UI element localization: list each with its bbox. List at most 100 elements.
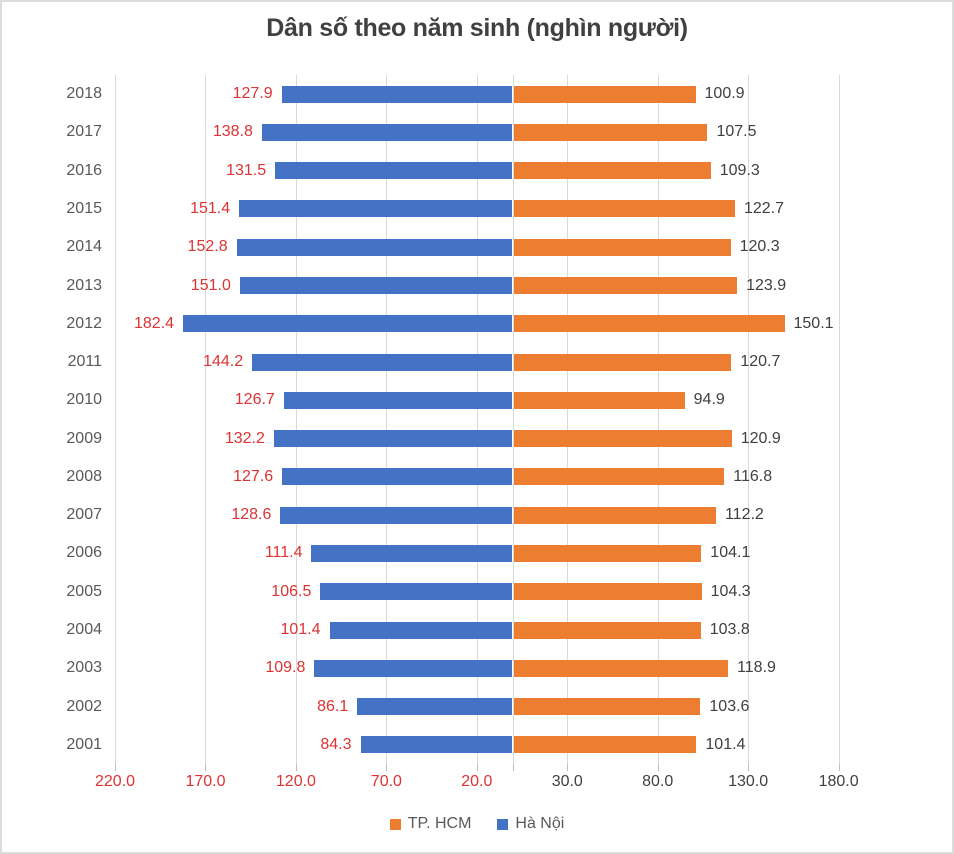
value-label-hanoi: 132.2 — [224, 429, 265, 447]
bar-hcm — [514, 238, 731, 256]
bar-row-2002: 2002 86.1 103.6 — [2, 687, 952, 725]
year-label: 2011 — [67, 353, 102, 371]
value-label-hcm: 104.1 — [710, 544, 751, 562]
legend-item-label: Hà Nội — [515, 815, 565, 832]
bar-hanoi — [275, 162, 512, 180]
bar-hanoi — [281, 85, 512, 103]
value-label-hcm: 103.8 — [709, 621, 750, 638]
bar-hcm — [514, 506, 716, 524]
value-label-hanoi: 182.4 — [134, 314, 175, 332]
value-label-hcm: 100.9 — [704, 85, 745, 103]
x-tick-label: 170.0 — [185, 773, 226, 790]
bar-hanoi — [282, 468, 512, 486]
bar-row-2017: 2017 138.8 107.5 — [2, 113, 952, 151]
year-label: 2012 — [66, 314, 102, 332]
legend: TP. HCM Hà Nội — [2, 812, 952, 836]
bar-row-2006: 2006 111.4 104.1 — [2, 534, 952, 572]
year-label: 2004 — [66, 621, 102, 638]
year-label: 2006 — [66, 544, 102, 562]
year-label: 2010 — [66, 391, 102, 409]
grid-line — [205, 75, 207, 764]
bar-hcm — [514, 277, 738, 294]
value-label-hanoi: 111.4 — [264, 544, 303, 562]
bar-hcm — [514, 430, 732, 448]
tick-mark — [513, 764, 514, 771]
grid-line — [567, 75, 569, 764]
tick-mark — [838, 764, 840, 771]
bar-hanoi — [183, 315, 512, 333]
bar-hcm — [514, 621, 701, 639]
value-label-hcm: 116.8 — [733, 467, 773, 485]
tick-mark — [657, 764, 659, 771]
bar-hanoi — [280, 506, 512, 524]
bar-row-2016: 2016 131.5 109.3 — [2, 152, 952, 190]
bar-row-2011: 2011 144.2 120.7 — [2, 343, 952, 381]
bar-hanoi — [239, 200, 512, 218]
bar-row-2008: 2008 127.6 116.8 — [2, 458, 952, 496]
value-label-hcm: 150.1 — [793, 314, 834, 332]
value-label-hanoi: 128.6 — [231, 506, 272, 524]
year-label: 2015 — [66, 199, 102, 217]
bar-row-2005: 2005 106.5 104.3 — [2, 573, 952, 611]
value-label-hanoi: 101.4 — [280, 621, 321, 638]
value-label-hcm: 118.9 — [737, 659, 776, 677]
legend-item-label: TP. HCM — [407, 815, 472, 832]
grid-line — [476, 75, 478, 764]
bar-hanoi — [273, 430, 512, 448]
bar-hanoi — [261, 123, 512, 141]
grid-line — [386, 75, 388, 764]
bar-hcm — [514, 123, 708, 141]
value-label-hcm: 94.9 — [693, 391, 725, 409]
grid-line — [657, 75, 659, 764]
bar-row-2007: 2007 128.6 112.2 — [2, 496, 952, 534]
bar-hanoi — [311, 544, 512, 562]
year-label: 2001 — [66, 735, 102, 753]
bar-hanoi — [236, 238, 512, 256]
axis-zero-line — [513, 75, 514, 764]
bar-hcm — [514, 659, 729, 677]
chart-title: Dân số theo năm sinh (nghìn người) — [266, 14, 688, 42]
value-label-hanoi: 86.1 — [317, 697, 349, 715]
value-label-hanoi: 131.5 — [226, 161, 267, 179]
bar-hcm — [514, 200, 735, 218]
bar-row-2001: 2001 84.3 101.4 — [2, 726, 952, 764]
x-tick-label: 220.0 — [95, 773, 136, 790]
bar-hcm — [514, 162, 711, 180]
value-label-hanoi: 127.6 — [233, 467, 274, 485]
value-label-hcm: 101.4 — [705, 735, 746, 753]
year-label: 2002 — [66, 697, 102, 715]
tick-mark — [205, 764, 207, 771]
grid-line — [295, 75, 297, 764]
year-label: 2009 — [66, 429, 102, 447]
x-tick-label: 20.0 — [461, 773, 493, 790]
value-label-hanoi: 138.8 — [212, 123, 253, 141]
value-label-hcm: 109.3 — [719, 161, 760, 179]
bar-row-2003: 2003 109.8 118.9 — [2, 649, 952, 687]
value-label-hcm: 107.5 — [716, 123, 757, 141]
x-tick-label: 80.0 — [642, 773, 674, 790]
legend-item: Hà Nội — [497, 815, 564, 833]
bar-hanoi — [283, 391, 512, 409]
value-label-hanoi: 126.7 — [234, 391, 275, 409]
bar-hcm — [514, 353, 732, 371]
bar-hanoi — [360, 736, 512, 754]
value-label-hcm: 123.9 — [746, 276, 787, 294]
bar-hanoi — [314, 659, 512, 677]
year-label: 2016 — [66, 161, 102, 179]
tick-mark — [748, 764, 750, 771]
bar-hcm — [514, 391, 685, 409]
value-label-hanoi: 144.2 — [203, 353, 244, 371]
bar-row-2018: 2018 127.9 100.9 — [2, 75, 952, 113]
tick-mark — [115, 764, 117, 771]
bar-hcm — [514, 85, 696, 103]
x-tick-label: 180.0 — [818, 773, 859, 790]
value-label-hcm: 120.3 — [739, 238, 780, 256]
value-label-hanoi: 151.4 — [190, 199, 231, 217]
bar-hcm — [514, 315, 785, 333]
bar-hanoi — [239, 277, 512, 294]
bar-hcm — [514, 583, 702, 601]
bar-hanoi — [357, 698, 512, 716]
tick-mark — [295, 764, 297, 771]
value-label-hanoi: 152.8 — [187, 238, 228, 256]
bar-row-2010: 2010 126.7 94.9 — [2, 381, 952, 419]
